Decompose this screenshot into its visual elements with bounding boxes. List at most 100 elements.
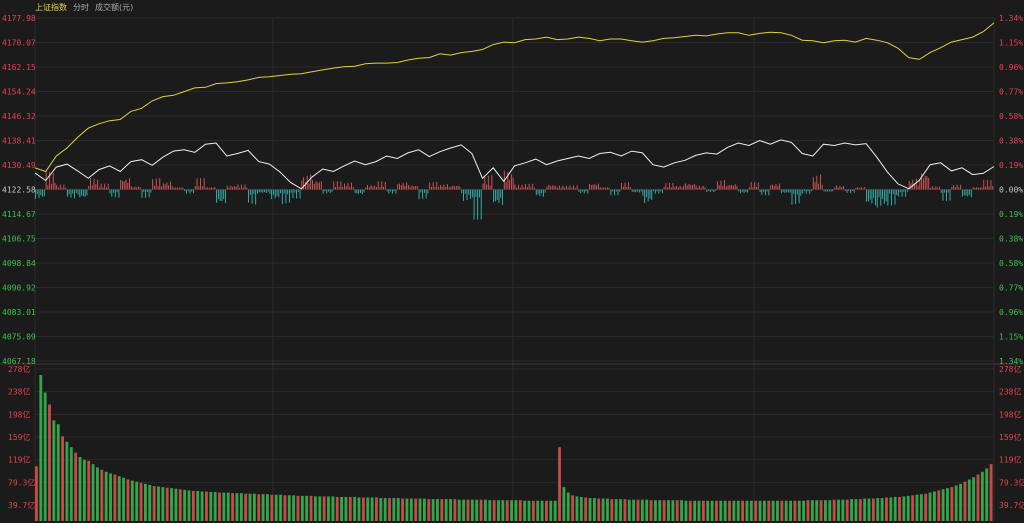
delta-bar [303, 177, 305, 190]
turnover-bar [239, 493, 243, 521]
turnover-bar [549, 500, 553, 521]
percent-tick-label: 1.34% [999, 357, 1023, 366]
delta-bar [606, 187, 608, 190]
legend-item-timeshare[interactable]: 分时 [73, 3, 89, 12]
delta-bar [246, 187, 248, 190]
delta-bar [546, 186, 548, 190]
delta-bar [365, 187, 367, 190]
turnover-bar [379, 498, 383, 521]
delta-bar [56, 184, 58, 190]
delta-bar [166, 182, 168, 190]
delta-bar [796, 189, 798, 195]
delta-bar [418, 189, 420, 200]
turnover-bar [266, 494, 269, 521]
delta-bar [139, 187, 141, 190]
delta-bar [482, 183, 484, 190]
delta-bar [130, 186, 132, 190]
delta-bar [478, 189, 480, 198]
delta-bar [400, 185, 402, 190]
delta-bar [605, 187, 606, 190]
delta-bar [686, 185, 688, 190]
turnover-bar [100, 469, 104, 521]
delta-bar [359, 189, 361, 194]
delta-bar [926, 176, 928, 190]
delta-bar [77, 189, 79, 195]
turnover-bar [56, 424, 60, 521]
delta-bar [113, 189, 115, 193]
turnover-bar [497, 500, 500, 521]
delta-bar [285, 189, 287, 204]
turnover-bar [492, 500, 496, 521]
delta-bar [338, 187, 340, 190]
price-tick-label: 4083.01 [2, 308, 36, 317]
delta-bar [180, 187, 182, 190]
turnover-bar [514, 500, 518, 521]
delta-bar [738, 189, 740, 192]
delta-bar [272, 189, 274, 195]
percent-tick-label: 0.77% [999, 284, 1023, 293]
delta-bar [335, 186, 337, 190]
delta-bar [940, 189, 942, 193]
turnover-bar [409, 498, 413, 521]
delta-bar [375, 187, 377, 190]
delta-bar [674, 186, 676, 190]
turnover-bar [196, 490, 200, 521]
delta-bar [267, 189, 269, 192]
delta-bar [43, 189, 45, 197]
delta-bar [727, 185, 729, 190]
delta-bar [805, 189, 807, 194]
delta-bar [397, 184, 399, 190]
delta-bar [574, 187, 576, 190]
delta-bar [75, 189, 77, 193]
turnover-bar [880, 498, 884, 521]
turnover-bar [130, 480, 134, 521]
delta-bar [377, 181, 379, 190]
turnover-bar [444, 499, 448, 521]
delta-bar [93, 178, 95, 190]
delta-bar [248, 189, 250, 203]
delta-bar [35, 189, 36, 199]
delta-bar [173, 187, 175, 190]
delta-bar [363, 189, 365, 193]
delta-bar [342, 186, 344, 190]
delta-bar [304, 182, 306, 190]
delta-bar [81, 189, 83, 196]
delta-bar [892, 189, 894, 195]
delta-bar [404, 185, 406, 190]
delta-bar [962, 189, 963, 197]
delta-bar [201, 186, 203, 190]
turnover-bar [283, 495, 287, 521]
delta-bar [581, 189, 583, 192]
turnover-bar [745, 500, 749, 521]
delta-bars [35, 170, 994, 220]
delta-bar [226, 185, 228, 190]
turnover-bar [776, 500, 779, 521]
delta-bar [223, 189, 225, 200]
delta-bar [91, 185, 93, 190]
turnover-bar [531, 500, 535, 521]
turnover-bar [183, 489, 187, 521]
percent-tick-label: 0.96% [999, 308, 1023, 317]
turnover-bar [427, 499, 431, 521]
delta-bar [40, 189, 42, 196]
price-line [34, 139, 995, 190]
turnover-bar [854, 499, 858, 521]
delta-bar [764, 189, 766, 196]
turnover-bar [466, 499, 470, 521]
turnover-tick-right: 198亿 [999, 409, 1021, 419]
delta-bar [756, 186, 757, 190]
turnover-bar [69, 447, 73, 521]
turnover-bar [440, 499, 444, 521]
delta-bar [876, 189, 878, 208]
delta-bar [644, 189, 646, 204]
legend-item-turnover[interactable]: 成交额(元) [95, 3, 134, 12]
turnover-bar [601, 498, 605, 521]
delta-bar [274, 189, 276, 199]
turnover-bar [39, 375, 43, 521]
delta-bar [663, 186, 665, 190]
delta-bar [743, 189, 745, 194]
turnover-bar [300, 495, 304, 521]
turnover-bar [488, 500, 492, 521]
delta-bar [88, 185, 90, 190]
